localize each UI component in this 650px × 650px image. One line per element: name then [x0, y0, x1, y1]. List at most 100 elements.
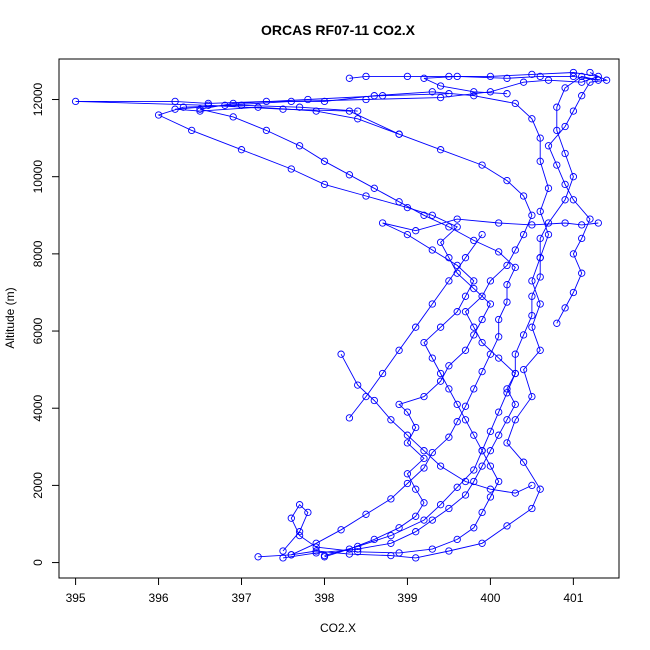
data-point [594, 76, 602, 84]
data-point [320, 97, 329, 106]
data-point [354, 381, 362, 389]
data-point [378, 219, 387, 227]
data-point [461, 416, 470, 424]
data-point [578, 92, 586, 100]
data-point [511, 416, 519, 424]
data-point [428, 354, 436, 362]
data-point [262, 126, 271, 135]
data-point [528, 211, 536, 219]
data-point [362, 72, 370, 81]
data-point [412, 512, 420, 520]
data-point [495, 354, 503, 362]
x-tick-label: 397 [232, 591, 252, 605]
data-point [602, 76, 611, 84]
data-point [519, 78, 528, 86]
x-tick-label: 396 [149, 591, 169, 605]
y-tick-label: 2000 [31, 472, 45, 499]
data-point [519, 331, 528, 339]
data-point [436, 501, 445, 509]
data-point [171, 97, 179, 106]
data-point [279, 547, 287, 555]
data-point [320, 157, 329, 165]
data-point [495, 248, 503, 256]
data-point [196, 105, 204, 113]
data-point [478, 447, 486, 455]
data-point [486, 485, 495, 493]
data-point [528, 311, 536, 320]
data-point [528, 481, 536, 490]
data-point [495, 315, 503, 324]
data-point [445, 504, 453, 513]
data-point [428, 300, 436, 308]
data-point [544, 76, 553, 84]
data-point [304, 95, 312, 104]
data-point [569, 72, 578, 81]
data-point [478, 508, 486, 517]
data-point [420, 211, 428, 219]
data-point [503, 176, 511, 185]
data-point [403, 203, 412, 212]
data-point [312, 107, 320, 115]
x-tick-label: 398 [314, 591, 334, 605]
data-point [188, 126, 196, 135]
data-point [561, 84, 569, 92]
data-point [503, 74, 511, 82]
data-point [295, 142, 304, 150]
x-tick-label: 401 [563, 591, 583, 605]
x-tick-label: 400 [480, 591, 500, 605]
data-point [337, 350, 345, 358]
x-axis: 395 396 397 398 399 400 401 [66, 577, 584, 605]
data-point [536, 346, 544, 354]
data-point [453, 418, 461, 426]
y-tick-label: 4000 [31, 395, 45, 422]
data-point [387, 495, 395, 503]
data-point [445, 254, 453, 262]
data-point [453, 215, 461, 223]
data-point [544, 184, 553, 192]
data-point [221, 101, 229, 109]
data-point [528, 115, 536, 123]
data-series [154, 101, 495, 561]
data-point [470, 88, 478, 96]
data-point [345, 414, 354, 422]
data-point [420, 74, 428, 82]
data-point [320, 180, 329, 189]
data-point [503, 261, 511, 270]
data-series [196, 90, 519, 559]
data-point [528, 277, 536, 285]
data-point [445, 433, 453, 441]
y-tick-label: 10000 [31, 160, 45, 194]
data-point [295, 528, 304, 536]
data-point [503, 90, 511, 98]
data-point [436, 377, 445, 385]
data-point [544, 230, 553, 239]
data-point [561, 122, 569, 131]
data-point [445, 385, 453, 393]
data-point [154, 111, 163, 119]
data-point [428, 448, 436, 457]
data-point [354, 542, 362, 551]
data-point [312, 547, 320, 555]
data-series [279, 215, 602, 557]
data-point [428, 88, 436, 96]
y-tick-label: 0 [31, 559, 45, 566]
data-point [354, 115, 362, 123]
data-point [403, 72, 412, 81]
data-point [345, 545, 354, 553]
data-point [536, 300, 544, 308]
data-series [345, 230, 486, 422]
data-point [295, 501, 304, 509]
data-point [569, 173, 578, 181]
data-point [453, 400, 461, 409]
data-point [436, 238, 445, 246]
data-point [436, 93, 445, 102]
data-point [461, 254, 470, 262]
data-point [486, 447, 495, 455]
data-point [445, 362, 453, 370]
data-point [544, 219, 553, 227]
data-point [403, 439, 412, 447]
data-point [561, 219, 569, 227]
series-line [175, 72, 599, 559]
data-series [337, 350, 536, 497]
data-point [395, 400, 403, 409]
